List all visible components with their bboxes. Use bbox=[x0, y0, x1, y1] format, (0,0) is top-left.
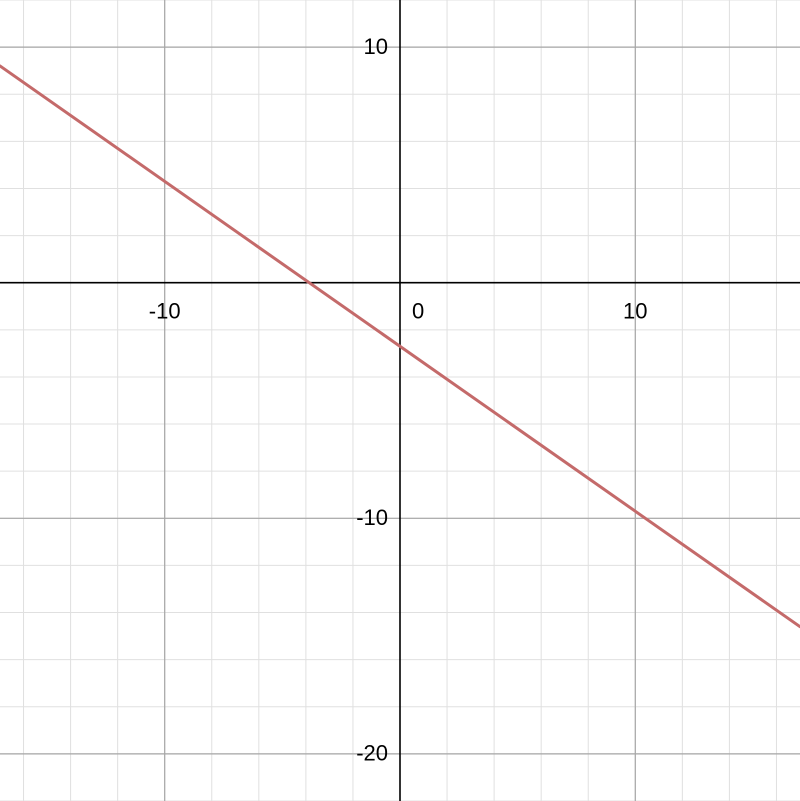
chart-svg: -10 0 10 -20 -10 10 bbox=[0, 0, 800, 801]
y-tick-label: -20 bbox=[356, 741, 388, 766]
line-chart: -10 0 10 -20 -10 10 bbox=[0, 0, 800, 801]
y-tick-label: 10 bbox=[364, 34, 388, 59]
x-tick-label: -10 bbox=[149, 299, 181, 324]
x-tick-label: 0 bbox=[412, 299, 424, 324]
y-tick-label: -10 bbox=[356, 505, 388, 530]
x-tick-label: 10 bbox=[623, 299, 647, 324]
